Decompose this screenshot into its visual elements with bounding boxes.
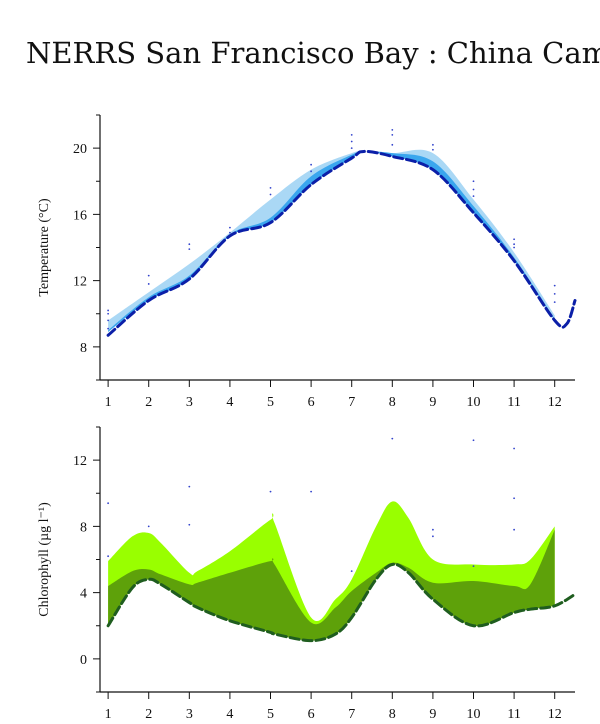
x-tick-label: 6	[308, 707, 315, 722]
data-point	[350, 570, 353, 572]
y-tick-label: 16	[73, 208, 87, 223]
x-tick-label: 11	[507, 707, 520, 722]
data-point	[350, 133, 353, 136]
mean-line	[106, 562, 577, 643]
data-point	[553, 301, 556, 304]
y-tick-label: 12	[73, 275, 87, 290]
x-tick-label: 9	[429, 395, 436, 410]
data-point	[432, 148, 434, 151]
data-point	[472, 195, 475, 198]
data-point	[147, 525, 150, 528]
x-tick-label: 5	[267, 707, 274, 722]
data-point	[513, 528, 516, 531]
data-point	[269, 490, 272, 493]
data-point	[472, 188, 475, 191]
data-point	[350, 147, 353, 150]
data-point	[310, 490, 313, 493]
y-tick-label: 20	[73, 142, 87, 157]
y-tick-label: 8	[80, 341, 87, 356]
x-tick-label: 10	[467, 707, 481, 722]
data-point	[432, 535, 434, 538]
y-tick-label: 8	[80, 520, 87, 535]
y-axis-label: Temperature (°C)	[37, 198, 52, 297]
data-point	[229, 231, 231, 234]
x-tick-label: 2	[145, 395, 152, 410]
band-inner	[108, 529, 555, 641]
data-point	[391, 437, 394, 440]
x-tick-label: 6	[308, 395, 315, 410]
data-point	[513, 238, 516, 241]
data-point	[188, 523, 191, 526]
data-point	[107, 312, 110, 315]
data-point	[229, 226, 231, 229]
data-point	[513, 243, 516, 246]
data-point	[472, 439, 475, 442]
x-tick-label: 12	[548, 707, 562, 722]
data-point	[513, 246, 516, 249]
data-point	[432, 528, 434, 531]
band-inner	[108, 151, 555, 332]
x-tick-label: 8	[389, 707, 396, 722]
x-tick-label: 11	[507, 395, 520, 410]
data-point	[553, 284, 556, 287]
x-tick-label: 12	[548, 395, 562, 410]
x-tick-label: 9	[429, 707, 436, 722]
y-axis-label: Chlorophyll (µg l⁻¹)	[37, 502, 52, 617]
data-point	[391, 129, 394, 131]
chart-title: NERRS San Francisco Bay : China Camp	[26, 36, 600, 70]
y-tick-label: 4	[80, 587, 87, 602]
x-tick-label: 3	[186, 707, 193, 722]
data-point	[147, 274, 150, 277]
x-tick-label: 1	[105, 707, 112, 722]
x-tick-label: 4	[226, 395, 233, 410]
data-point	[107, 555, 110, 558]
data-point	[107, 309, 110, 312]
data-point	[472, 180, 475, 183]
y-tick-label: 12	[73, 454, 87, 469]
data-point	[432, 143, 434, 146]
x-tick-label: 3	[186, 395, 193, 410]
data-point	[472, 565, 475, 568]
x-tick-label: 2	[145, 707, 152, 722]
x-tick-label: 7	[348, 395, 355, 410]
data-point	[188, 485, 191, 488]
data-point	[513, 497, 516, 500]
data-point	[188, 243, 191, 246]
data-point	[269, 186, 272, 189]
data-point	[107, 502, 110, 505]
data-point	[107, 327, 110, 330]
data-point	[310, 163, 313, 166]
x-tick-label: 8	[389, 395, 396, 410]
x-tick-label: 1	[105, 395, 112, 410]
data-point	[269, 193, 272, 196]
data-point	[188, 248, 191, 251]
data-point	[391, 143, 394, 146]
data-point	[513, 447, 516, 450]
data-point	[350, 140, 353, 143]
data-point	[310, 170, 313, 173]
data-point	[147, 283, 150, 285]
data-point	[391, 133, 394, 136]
mean-line	[106, 149, 577, 337]
data-point	[553, 292, 556, 295]
data-point	[107, 319, 110, 322]
x-tick-label: 5	[267, 395, 274, 410]
y-tick-label: 0	[80, 653, 87, 668]
x-tick-label: 7	[348, 707, 355, 722]
x-tick-label: 4	[226, 707, 233, 722]
band-outer	[108, 149, 555, 332]
x-tick-label: 10	[467, 395, 481, 410]
